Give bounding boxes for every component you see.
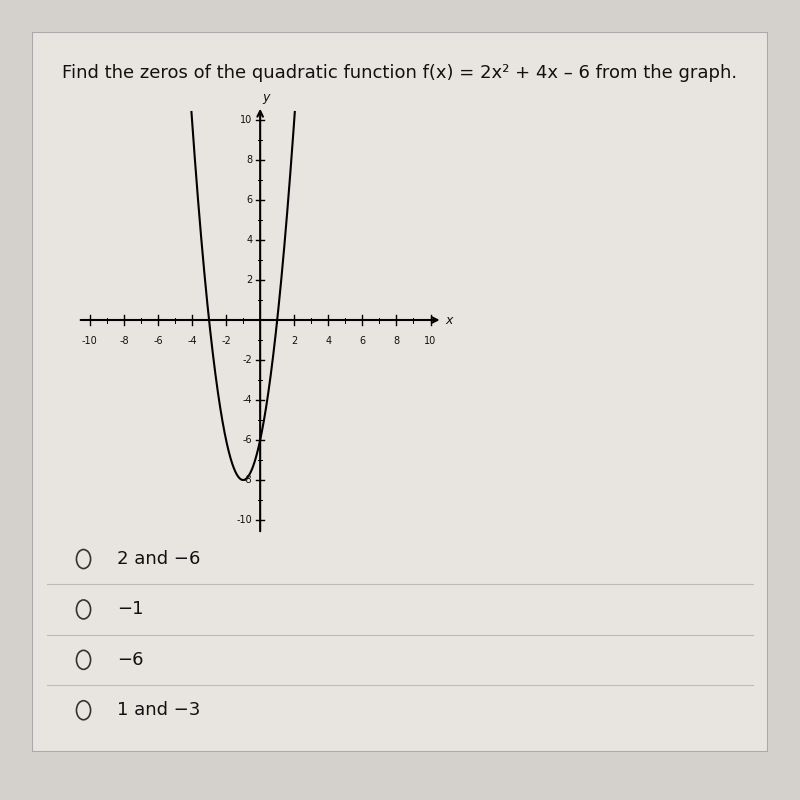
Text: 6: 6 (359, 336, 366, 346)
Text: 8: 8 (394, 336, 399, 346)
Text: -10: -10 (82, 336, 98, 346)
Text: 2 and −6: 2 and −6 (117, 550, 200, 568)
Text: 2: 2 (246, 275, 253, 285)
Text: −6: −6 (117, 651, 143, 669)
Text: 4: 4 (246, 235, 253, 245)
Text: -8: -8 (243, 475, 253, 485)
Text: -2: -2 (242, 355, 253, 365)
Text: -10: -10 (237, 515, 253, 525)
Text: 2: 2 (291, 336, 298, 346)
Text: −1: −1 (117, 601, 143, 618)
Text: -2: -2 (222, 336, 231, 346)
Text: 6: 6 (246, 195, 253, 205)
Text: 10: 10 (240, 115, 253, 125)
Text: 1 and −3: 1 and −3 (117, 702, 200, 719)
Text: Find the zeros of the quadratic function f(x) = 2x² + 4x – 6 from the graph.: Find the zeros of the quadratic function… (62, 64, 738, 82)
Text: 10: 10 (425, 336, 437, 346)
Text: -6: -6 (243, 435, 253, 445)
Text: 8: 8 (246, 155, 253, 165)
Text: -4: -4 (243, 395, 253, 405)
Text: -4: -4 (187, 336, 197, 346)
Text: 4: 4 (326, 336, 331, 346)
Text: -8: -8 (119, 336, 129, 346)
Text: y: y (262, 91, 270, 104)
Text: -6: -6 (153, 336, 162, 346)
Text: x: x (445, 314, 452, 326)
